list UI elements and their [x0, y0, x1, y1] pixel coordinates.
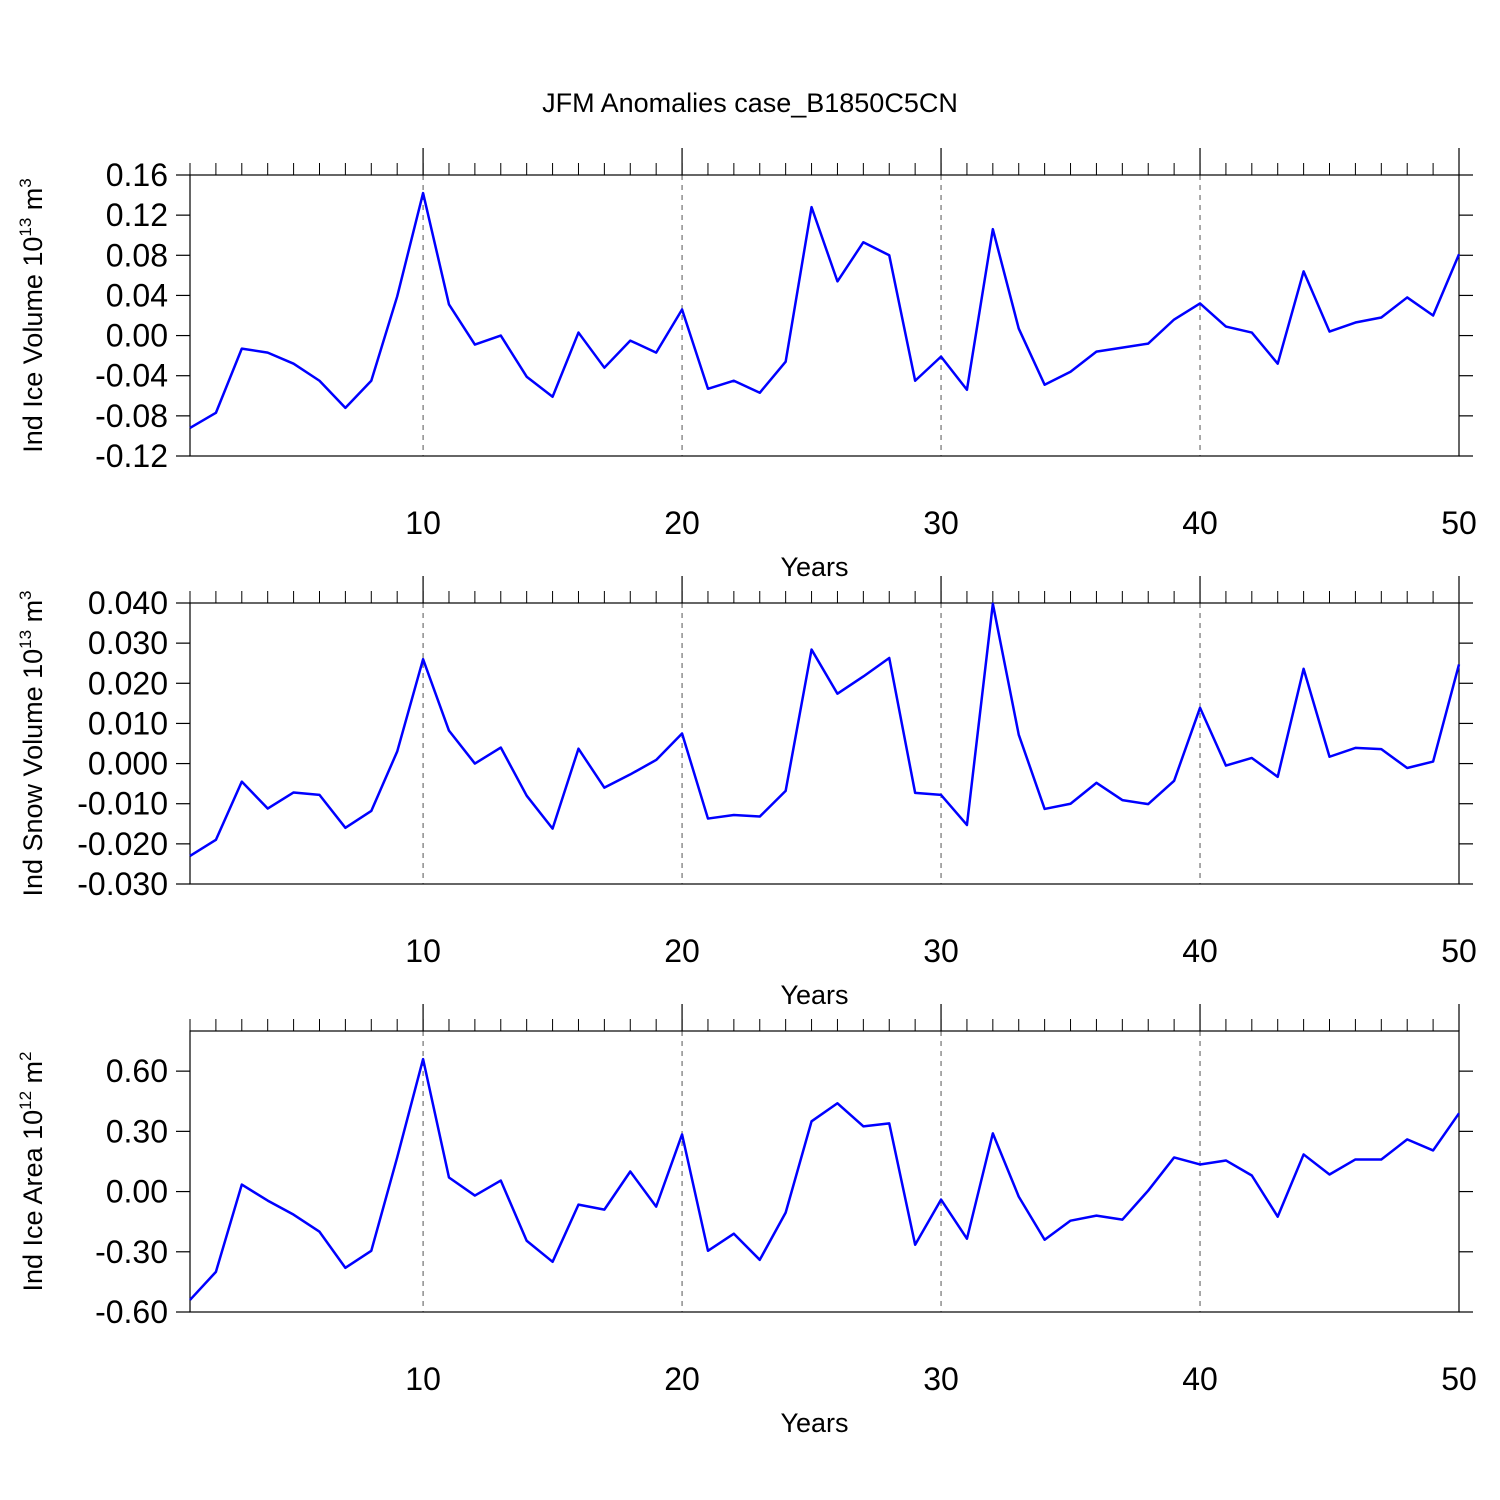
x-tick-label: 10 — [405, 505, 441, 541]
y-tick-label: 0.60 — [106, 1053, 168, 1089]
x-tick-label: 40 — [1182, 505, 1218, 541]
x-tick-label: 30 — [923, 505, 959, 541]
y-axis-label-part: 13 — [16, 218, 35, 237]
y-axis-label-part: m — [18, 1061, 48, 1091]
y-tick-label: 0.04 — [106, 277, 168, 313]
y-tick-label: 0.040 — [88, 585, 168, 621]
y-tick-label: -0.30 — [95, 1234, 168, 1270]
y-axis-label: Ind Ice Area 1012 m2 — [16, 1051, 48, 1291]
y-tick-label: 0.000 — [88, 746, 168, 782]
y-axis-label-part: Ind Ice Area 10 — [18, 1110, 48, 1292]
y-tick-label: -0.08 — [95, 398, 168, 434]
y-axis-label-part: 3 — [16, 178, 35, 187]
x-tick-label: 20 — [664, 505, 700, 541]
panel: 10 20 30 40 50 -0.12 -0.08 -0.04 0.00 0.04 0.08 0.1… — [16, 148, 1477, 582]
x-tick-label: 20 — [664, 1361, 700, 1397]
y-axis-label-part: m — [18, 188, 48, 218]
y-axis-label-part: 2 — [16, 1051, 35, 1060]
data-line — [189, 602, 1461, 857]
x-tick-label: 40 — [1182, 933, 1218, 969]
plot-frame — [189, 1030, 1460, 1313]
y-tick-label: -0.020 — [77, 826, 168, 862]
x-tick-label: 30 — [923, 1361, 959, 1397]
y-tick-label: 0.12 — [106, 197, 168, 233]
data-line — [189, 1057, 1461, 1301]
panel: 10 20 30 40 50 -0.030 -0.020 -0.010 0.000 0.010 0.… — [16, 576, 1477, 1010]
x-tick-label: 50 — [1441, 1361, 1477, 1397]
y-tick-label: -0.12 — [95, 438, 168, 474]
x-tick-label: 10 — [405, 1361, 441, 1397]
x-tick-label: 10 — [405, 933, 441, 969]
y-axis-label-part: 13 — [16, 630, 35, 649]
x-tick-label: 20 — [664, 933, 700, 969]
y-axis-label: Ind Ice Volume 1013 m3 — [16, 178, 48, 453]
x-axis-label: Years — [780, 980, 848, 1010]
y-axis-label-part: Ind Ice Volume 10 — [18, 237, 48, 453]
x-tick-label: 50 — [1441, 505, 1477, 541]
panel: 10 20 30 40 50 -0.60 -0.30 0.00 0.30 0.60 Years Ind… — [16, 1004, 1477, 1438]
y-tick-label: -0.04 — [95, 358, 168, 394]
y-tick-label: 0.020 — [88, 665, 168, 701]
y-axis-label-part: m — [18, 600, 48, 630]
y-tick-label: 0.30 — [106, 1113, 168, 1149]
figure-title: JFM Anomalies case_B1850C5CN — [542, 88, 958, 118]
y-tick-label: 0.030 — [88, 625, 168, 661]
y-tick-label: -0.010 — [77, 786, 168, 822]
y-axis-label: Ind Snow Volume 1013 m3 — [16, 590, 48, 896]
x-tick-label: 50 — [1441, 933, 1477, 969]
y-tick-label: 0.00 — [106, 1174, 168, 1210]
y-tick-label: -0.60 — [95, 1294, 168, 1330]
y-tick-label: 0.08 — [106, 237, 168, 273]
y-axis-label-part: 3 — [16, 590, 35, 599]
y-tick-label: -0.030 — [77, 866, 168, 902]
y-tick-label: 0.16 — [106, 157, 168, 193]
plot-frame — [189, 602, 1460, 885]
x-axis-label: Years — [780, 1408, 848, 1438]
y-axis-label-part: Ind Snow Volume 10 — [18, 649, 48, 897]
y-tick-label: 0.010 — [88, 705, 168, 741]
x-axis-label: Years — [780, 552, 848, 582]
data-line — [189, 191, 1461, 429]
y-axis-label-part: 12 — [16, 1091, 35, 1110]
x-tick-label: 40 — [1182, 1361, 1218, 1397]
plot-frame — [189, 174, 1460, 457]
y-tick-label: 0.00 — [106, 318, 168, 354]
x-tick-label: 30 — [923, 933, 959, 969]
